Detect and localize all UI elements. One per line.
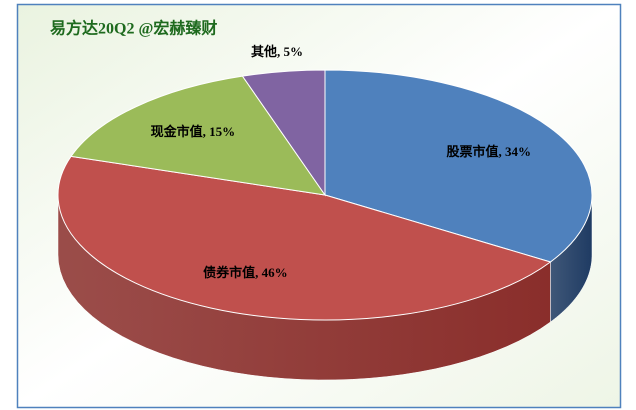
chart-title: 易方达20Q2 @宏赫臻财 <box>50 19 217 38</box>
data-label: 现金市值, 15% <box>151 124 236 139</box>
data-label: 债券市值, 46% <box>203 265 288 280</box>
slice <box>241 69 326 197</box>
data-label: 股票市值, 34% <box>447 144 532 159</box>
slice <box>324 69 593 263</box>
slice <box>57 155 552 321</box>
data-label: 其他, 5% <box>251 44 303 59</box>
slice <box>70 75 327 196</box>
